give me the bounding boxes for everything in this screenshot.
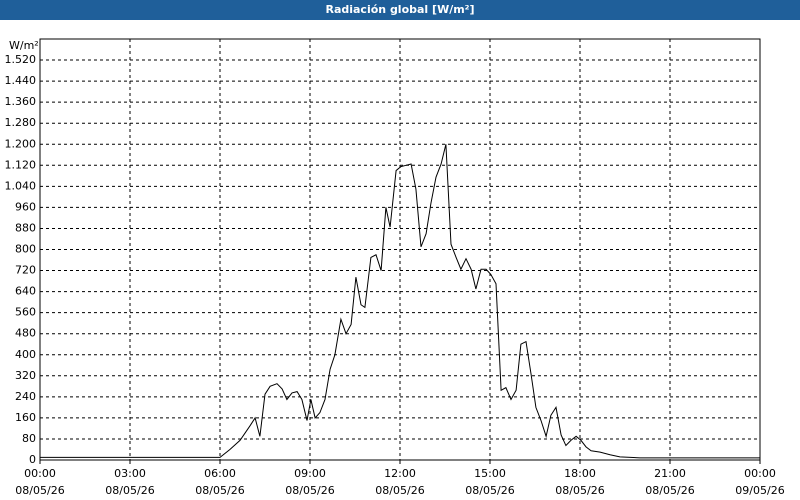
y-tick-label: 1.280 xyxy=(5,116,37,129)
y-axis-unit: W/m² xyxy=(9,39,39,52)
title-bar xyxy=(0,0,800,20)
x-tick-label: 06:00 xyxy=(204,467,236,480)
y-tick-label: 720 xyxy=(15,264,36,277)
y-tick-label: 160 xyxy=(15,411,36,424)
y-tick-label: 640 xyxy=(15,285,36,298)
x-tick-label: 18:00 xyxy=(564,467,596,480)
y-tick-label: 880 xyxy=(15,221,36,234)
y-tick-label: 1.200 xyxy=(5,137,37,150)
x-tick-date: 08/05/26 xyxy=(375,484,424,497)
y-tick-label: 240 xyxy=(15,390,36,403)
y-tick-label: 1.360 xyxy=(5,95,37,108)
x-tick-date: 08/05/26 xyxy=(195,484,244,497)
x-tick-date: 08/05/26 xyxy=(105,484,154,497)
y-tick-label: 400 xyxy=(15,348,36,361)
data-line xyxy=(40,144,760,459)
x-tick-label: 12:00 xyxy=(384,467,416,480)
x-tick-date: 08/05/26 xyxy=(285,484,334,497)
y-tick-label: 0 xyxy=(29,453,36,466)
y-tick-label: 480 xyxy=(15,327,36,340)
x-tick-label: 03:00 xyxy=(114,467,146,480)
x-tick-label: 15:00 xyxy=(474,467,506,480)
y-tick-label: 1.440 xyxy=(5,74,37,87)
x-tick-date: 09/05/26 xyxy=(735,484,784,497)
y-tick-label: 960 xyxy=(15,200,36,213)
y-tick-label: 1.120 xyxy=(5,158,37,171)
chart-title: Radiación global [W/m²] xyxy=(325,3,474,16)
x-tick-label: 21:00 xyxy=(654,467,686,480)
y-tick-label: 320 xyxy=(15,369,36,382)
x-tick-label: 00:00 xyxy=(744,467,776,480)
y-tick-label: 1.520 xyxy=(5,53,37,66)
y-tick-label: 1.040 xyxy=(5,179,37,192)
x-tick-label: 09:00 xyxy=(294,467,326,480)
y-tick-label: 560 xyxy=(15,306,36,319)
x-tick-date: 08/05/26 xyxy=(555,484,604,497)
y-tick-label: 80 xyxy=(22,432,36,445)
x-tick-date: 08/05/26 xyxy=(465,484,514,497)
y-tick-label: 800 xyxy=(15,243,36,256)
x-tick-date: 08/05/26 xyxy=(15,484,64,497)
x-tick-date: 08/05/26 xyxy=(645,484,694,497)
x-tick-label: 00:00 xyxy=(24,467,56,480)
